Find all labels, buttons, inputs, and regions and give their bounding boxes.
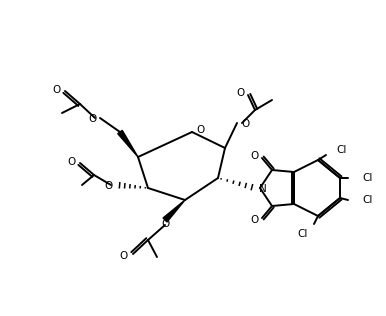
Text: O: O — [89, 114, 97, 124]
Polygon shape — [163, 200, 185, 222]
Text: N: N — [259, 184, 267, 194]
Text: O: O — [251, 215, 259, 225]
Text: Cl: Cl — [336, 145, 346, 155]
Text: O: O — [162, 219, 170, 229]
Text: O: O — [53, 85, 61, 95]
Text: O: O — [196, 125, 204, 135]
Text: O: O — [241, 119, 249, 129]
Text: Cl: Cl — [362, 173, 372, 183]
Text: Cl: Cl — [362, 195, 372, 205]
Text: O: O — [105, 181, 113, 191]
Polygon shape — [118, 131, 138, 157]
Text: O: O — [251, 151, 259, 161]
Text: O: O — [237, 88, 245, 98]
Text: O: O — [120, 251, 128, 261]
Text: Cl: Cl — [298, 229, 308, 239]
Text: O: O — [68, 157, 76, 167]
